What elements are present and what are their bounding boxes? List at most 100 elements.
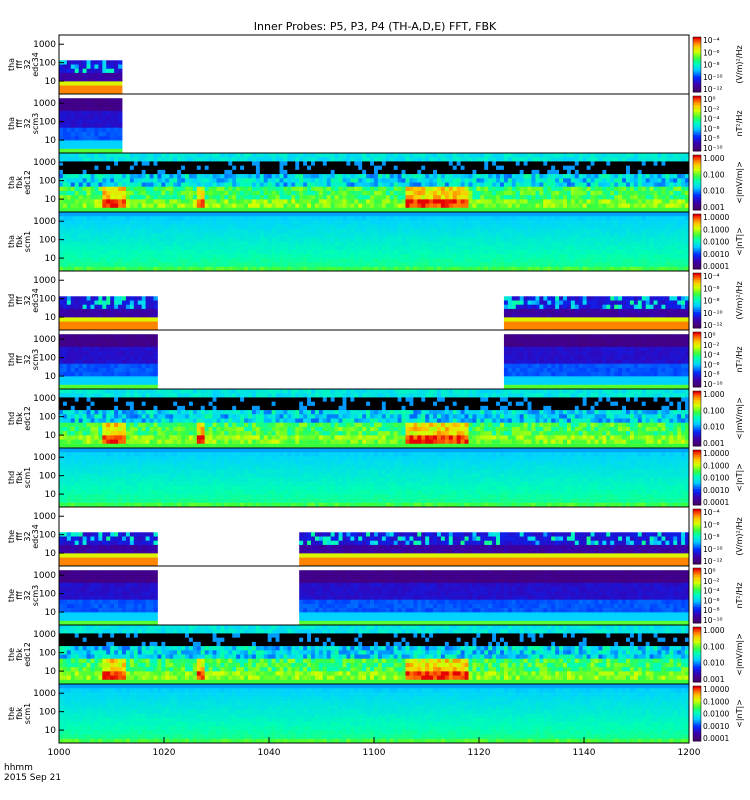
spectrogram-cell xyxy=(212,199,217,204)
spectrogram-cell xyxy=(192,165,198,171)
spectrogram-cell xyxy=(181,182,186,188)
spectrogram-cell xyxy=(141,174,147,179)
spectrogram-cell xyxy=(342,258,347,263)
spectrogram-cell xyxy=(673,258,678,263)
spectrogram-cell xyxy=(342,212,347,217)
spectrogram-cell xyxy=(334,266,339,272)
spectrogram-cell xyxy=(74,203,80,209)
spectrogram-cell xyxy=(110,258,115,263)
spectrogram-cell xyxy=(413,254,418,259)
spectrogram-cell xyxy=(578,254,584,259)
spectrogram-cell xyxy=(389,216,395,221)
spectrogram-cell xyxy=(539,207,544,213)
spectrogram-cell xyxy=(70,245,76,251)
spectrogram-cell xyxy=(582,190,588,196)
spectrogram-cell xyxy=(641,241,647,247)
spectrogram-cell xyxy=(606,224,611,230)
spectrogram-cell xyxy=(173,224,178,230)
spectrogram-cell xyxy=(318,195,324,200)
spectrogram-cell xyxy=(354,165,359,171)
spectrogram-cell xyxy=(330,212,336,217)
spectrogram-cell xyxy=(165,220,170,226)
spectrogram-cell xyxy=(610,203,615,209)
spectrogram-cell xyxy=(464,241,469,247)
colorbar-segment xyxy=(693,48,701,52)
spectrogram-cell xyxy=(444,216,450,221)
spectrogram-cell xyxy=(649,258,654,263)
spectrogram-cell xyxy=(444,161,450,167)
spectrogram-cell xyxy=(98,115,103,120)
spectrogram-cell xyxy=(78,220,84,226)
spectrogram-cell xyxy=(421,174,426,179)
spectrogram-cell xyxy=(94,182,99,188)
colorbar-segment xyxy=(693,187,701,190)
spectrogram-cell xyxy=(232,258,237,263)
spectrogram-cell xyxy=(543,182,548,188)
spectrogram-cell xyxy=(547,228,552,234)
spectrogram-cell xyxy=(452,266,458,272)
spectrogram-cell xyxy=(59,161,64,167)
spectrogram-cell xyxy=(515,199,521,204)
spectrogram-cell xyxy=(326,190,332,196)
spectrogram-cell xyxy=(633,224,639,230)
spectrogram-cell xyxy=(637,233,643,238)
spectrogram-cell xyxy=(70,186,76,192)
spectrogram-cell xyxy=(417,249,422,255)
spectrogram-cell xyxy=(574,258,580,263)
spectrogram-cell xyxy=(145,195,150,200)
spectrogram-cell xyxy=(66,123,72,129)
spectrogram-cell xyxy=(610,266,615,272)
spectrogram-cell xyxy=(311,245,316,251)
spectrogram-cell xyxy=(362,157,367,162)
spectrogram-cell xyxy=(169,169,174,175)
spectrogram-cell xyxy=(59,241,64,247)
spectrogram-cell xyxy=(417,186,422,192)
spectrogram-cell xyxy=(393,165,399,171)
spectrogram-cell xyxy=(401,254,406,259)
spectrogram-cell xyxy=(437,249,442,255)
spectrogram-cell xyxy=(539,186,544,192)
spectrogram-cell xyxy=(216,262,221,268)
spectrogram-cell xyxy=(452,241,458,247)
spectrogram-cell xyxy=(66,161,72,167)
spectrogram-cell xyxy=(618,224,623,230)
spectrogram-cell xyxy=(417,241,422,247)
spectrogram-cell xyxy=(657,182,662,188)
spectrogram-cell xyxy=(464,245,469,251)
spectrogram-cell xyxy=(685,153,690,158)
spectrogram-cell xyxy=(82,148,87,154)
spectrogram-cell xyxy=(551,220,556,226)
spectrogram-cell xyxy=(248,220,253,226)
spectrogram-cell xyxy=(98,249,103,255)
spectrogram-cell xyxy=(622,186,627,192)
spectrogram-cell xyxy=(433,224,438,230)
spectrogram-cell xyxy=(606,212,611,217)
spectrogram-cell xyxy=(472,233,477,238)
spectrogram-cell xyxy=(559,266,564,272)
spectrogram-cell xyxy=(519,245,525,251)
spectrogram-cell xyxy=(515,228,521,234)
spectrogram-cell xyxy=(342,266,347,272)
spectrogram-cell xyxy=(118,254,123,259)
spectrogram-cell xyxy=(78,115,84,120)
spectrogram-cell xyxy=(535,186,540,192)
spectrogram-cell xyxy=(452,216,458,221)
spectrogram-cell xyxy=(456,266,462,272)
spectrogram-cell xyxy=(598,262,603,268)
spectrogram-cell xyxy=(322,190,328,196)
spectrogram-cell xyxy=(244,165,249,171)
spectrogram-cell xyxy=(433,262,438,268)
spectrogram-cell xyxy=(366,258,371,263)
spectrogram-cell xyxy=(291,241,296,247)
spectrogram-cell xyxy=(606,233,611,238)
spectrogram-cell xyxy=(145,224,150,230)
spectrogram-cell xyxy=(515,258,521,263)
spectrogram-cell xyxy=(110,237,115,242)
spectrogram-cell xyxy=(212,182,217,188)
spectrogram-cell xyxy=(59,131,64,137)
spectrogram-cell xyxy=(74,237,80,242)
spectrogram-cell xyxy=(173,165,178,171)
spectrogram-cell xyxy=(196,224,202,230)
spectrogram-cell xyxy=(338,174,343,179)
spectrogram-cell xyxy=(673,254,678,259)
